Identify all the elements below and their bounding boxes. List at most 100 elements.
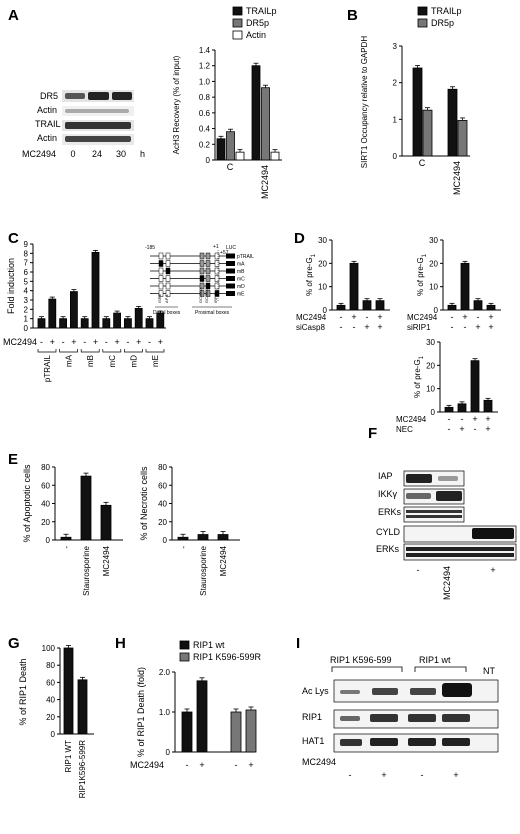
legend-label: DR5p xyxy=(431,18,454,28)
bar xyxy=(80,318,89,329)
site-box xyxy=(205,267,211,275)
blot-f-row-label: CYLD xyxy=(376,527,401,537)
y-tick-label: 10 xyxy=(426,385,435,394)
treatment-sign: - xyxy=(461,414,464,424)
blot-i-row-label: RIP1 xyxy=(302,712,322,722)
site-box xyxy=(205,282,211,290)
legend-swatch xyxy=(232,6,243,16)
blot-band xyxy=(406,553,514,557)
treatment-sign: + xyxy=(488,312,493,322)
blot-band xyxy=(88,92,109,100)
site-box xyxy=(199,282,205,290)
treatment-sign: - xyxy=(105,337,108,347)
y-axis-label-sub: 1 xyxy=(311,253,317,257)
y-tick-label: 60 xyxy=(46,678,55,687)
legend-swatch xyxy=(232,18,243,28)
bar xyxy=(196,680,208,753)
construct-label: mA xyxy=(237,262,245,268)
legend-label: DR5p xyxy=(246,18,269,28)
bar xyxy=(113,312,121,329)
panel-h-chart: 01.02.0% of RIP1 Death (fold)MC2494- + - +R… xyxy=(130,640,262,770)
blot-band xyxy=(340,716,360,721)
y-axis-label: % of pre-G1 xyxy=(416,253,428,296)
y-tick-label: 100 xyxy=(42,644,56,653)
construct-label: mE xyxy=(237,292,245,298)
blot-a-row-label: Actin xyxy=(37,105,57,115)
panel-a-chart: 0 0.2 0.4 0.6 0.8 1.0 1.2 1.4 AcH3 Recovery (% o… xyxy=(172,6,282,199)
construct-label: pTRAIL xyxy=(237,254,254,260)
bar xyxy=(91,251,100,329)
bar xyxy=(270,151,280,161)
treatment-sign: - xyxy=(366,312,369,322)
y-tick-label: 1 xyxy=(393,115,398,124)
bar xyxy=(59,318,67,329)
treatment-sign: - xyxy=(83,337,86,347)
y-tick-label: 80 xyxy=(158,463,167,472)
blot-f-row-label: ERKs xyxy=(378,507,402,517)
treatment-sign: + xyxy=(475,322,480,332)
site-box xyxy=(165,260,171,267)
y-tick-label: 6 xyxy=(24,268,29,277)
bar xyxy=(102,318,111,329)
site-box xyxy=(205,252,211,260)
bar xyxy=(145,318,154,329)
y-tick-label: 20 xyxy=(46,713,55,722)
treatment-sign: - xyxy=(448,424,451,434)
treatment-sign: + xyxy=(364,322,369,332)
treatment-sign: - xyxy=(448,414,451,424)
site-box xyxy=(165,290,171,297)
site-box xyxy=(165,282,171,290)
blot-a-time: 0 xyxy=(70,149,75,159)
y-tick-label: 20 xyxy=(426,361,435,370)
bar xyxy=(216,138,226,161)
panel-label-a: A xyxy=(8,7,19,24)
y-axis-label: % of RIP1 Death xyxy=(18,658,28,725)
bar xyxy=(80,475,92,541)
treatment-sign: + xyxy=(462,312,467,322)
group-label: mB xyxy=(86,355,95,367)
site-box xyxy=(158,267,164,275)
blot-band xyxy=(370,714,398,722)
y-tick-label: 1.4 xyxy=(199,46,211,55)
blot-band xyxy=(406,493,431,499)
blot-band xyxy=(442,683,472,697)
panel-label-i: I xyxy=(296,635,300,652)
site-box xyxy=(158,275,164,282)
treatment-sign: + xyxy=(377,322,382,332)
panel-label-f: F xyxy=(368,425,377,442)
blot-f-lane: + xyxy=(490,565,495,575)
diagram-site-label: IRF-E xyxy=(213,292,218,303)
bar xyxy=(444,406,454,413)
y-tick-label: 4 xyxy=(24,287,29,296)
y-tick-label: 0.2 xyxy=(199,140,211,149)
blot-band xyxy=(472,528,514,539)
blot-band xyxy=(65,109,129,113)
blot-band xyxy=(65,122,131,129)
construct-label: mC xyxy=(237,277,245,283)
blot-band xyxy=(65,93,85,99)
blot-a-time-unit: h xyxy=(140,149,145,159)
y-axis-label-sub: 1 xyxy=(419,355,425,359)
x-tick-label: - xyxy=(179,546,188,549)
y-axis-label: % of Apoptotic cells xyxy=(22,464,32,543)
y-tick-label: 40 xyxy=(46,696,55,705)
group-label: mA xyxy=(65,354,74,367)
y-axis-label: % of pre-G1 xyxy=(413,355,425,398)
site-box xyxy=(199,267,205,275)
blot-a-time: 30 xyxy=(116,149,126,159)
y-tick-label: 1 xyxy=(24,315,29,324)
blot-i-group: RIP1 K596-599 xyxy=(330,655,392,665)
panel-label-b: B xyxy=(347,7,358,24)
blot-f-box xyxy=(403,506,465,523)
treatment-sign: + xyxy=(472,414,477,424)
y-tick-label: 0 xyxy=(24,324,29,333)
treatment-label: MC2494 xyxy=(3,337,37,347)
y-tick-label: 0 xyxy=(166,748,171,757)
y-tick-label: 2 xyxy=(393,79,398,88)
bar xyxy=(251,65,261,161)
bar xyxy=(37,318,46,329)
y-tick-label: 1.0 xyxy=(159,708,171,717)
site-box xyxy=(199,275,205,282)
